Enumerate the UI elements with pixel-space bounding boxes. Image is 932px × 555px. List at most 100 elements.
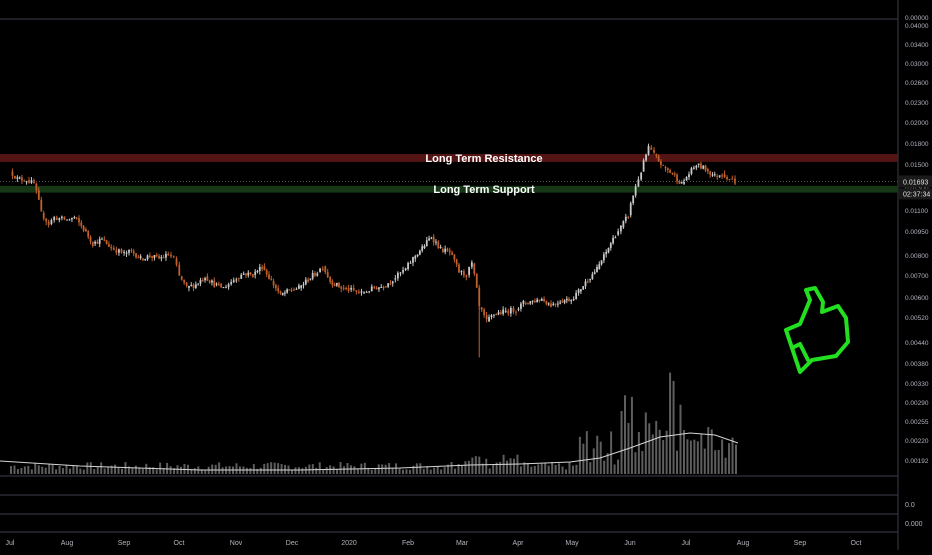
candle [478,287,481,307]
candle [265,270,268,275]
candle [584,281,587,287]
volume-bar [343,466,346,474]
candle [437,241,440,248]
candle [520,303,522,309]
last-price-badge [899,175,932,188]
candle [538,299,541,301]
candle [453,254,456,260]
candle [642,160,645,172]
volume-bar [589,462,592,474]
price-tick-label: 0.00255 [905,419,929,426]
candle [529,301,532,304]
candle [263,266,266,271]
volume-bar [592,448,595,474]
candle [640,172,643,180]
volume-bar [606,453,609,474]
candle [524,303,527,305]
candle [490,315,493,318]
candle [680,181,683,184]
candle [582,286,585,290]
candle [632,195,635,204]
candle [499,312,502,314]
candle [175,258,178,265]
volume-bar [454,468,457,474]
volume-bar [280,464,283,474]
volume-bar [79,468,82,474]
candle [709,171,712,175]
candle [309,278,312,280]
volume-bar [127,466,130,474]
candle [673,173,676,175]
candle [614,237,617,239]
candle [483,309,486,316]
candle [550,303,552,307]
volume-bar [131,468,134,474]
volume-bar [55,469,58,474]
candle [240,274,243,279]
candle [515,311,517,313]
candle [158,255,160,259]
candle [465,275,468,278]
volume-bar [728,443,731,474]
candle [688,174,690,178]
candle [304,279,307,285]
candle [568,298,570,302]
candle [412,257,414,263]
price-tick-label: 0.00290 [905,400,929,407]
candle [702,165,705,169]
volume-bar [401,469,404,474]
volume-bar [443,467,446,474]
volume-bar [658,429,661,474]
candle [645,154,647,161]
volume-bar [703,448,706,474]
candle [345,288,348,290]
volume-bar [571,465,574,474]
candle [340,287,343,289]
candle [180,276,183,280]
candle [647,145,650,155]
volume-bar [464,461,467,474]
volume-bar [603,460,606,474]
volume-bar [145,463,148,474]
volume-bar [544,462,547,474]
candle [220,283,223,288]
candle [286,289,289,293]
price-tick-label: 0.01500 [905,162,929,169]
candle [85,229,87,232]
candle [620,225,622,232]
volume-bar [436,466,439,474]
candle [329,277,332,282]
volume-bar [93,469,96,474]
candle [68,219,71,221]
volume-bar [457,463,460,474]
candle [363,292,365,294]
volume-bar [585,431,588,474]
candle [11,171,14,176]
candle [130,250,133,252]
volume-bar [318,462,321,474]
candle [657,155,660,162]
candle [75,217,78,219]
candle [697,163,700,165]
price-tick-label: 0.03400 [905,42,929,49]
volume-bar [75,466,78,474]
indicator-tick-label: 0.000 [905,521,923,528]
volume-bar [651,434,654,474]
candle [237,277,240,279]
volume-bar [297,467,300,474]
candle [14,175,16,179]
volume-bar [637,431,640,474]
candle [66,219,68,221]
volume-bar [162,468,165,474]
volume-bar [408,469,411,474]
volume-bar [27,465,30,474]
resistance-label: Long Term Resistance [425,153,542,165]
time-axis-label: 2020 [341,540,357,547]
candle [55,217,58,220]
candle [290,289,293,291]
volume-bar [58,466,61,474]
candle [170,254,172,257]
volume-bar [488,468,491,474]
